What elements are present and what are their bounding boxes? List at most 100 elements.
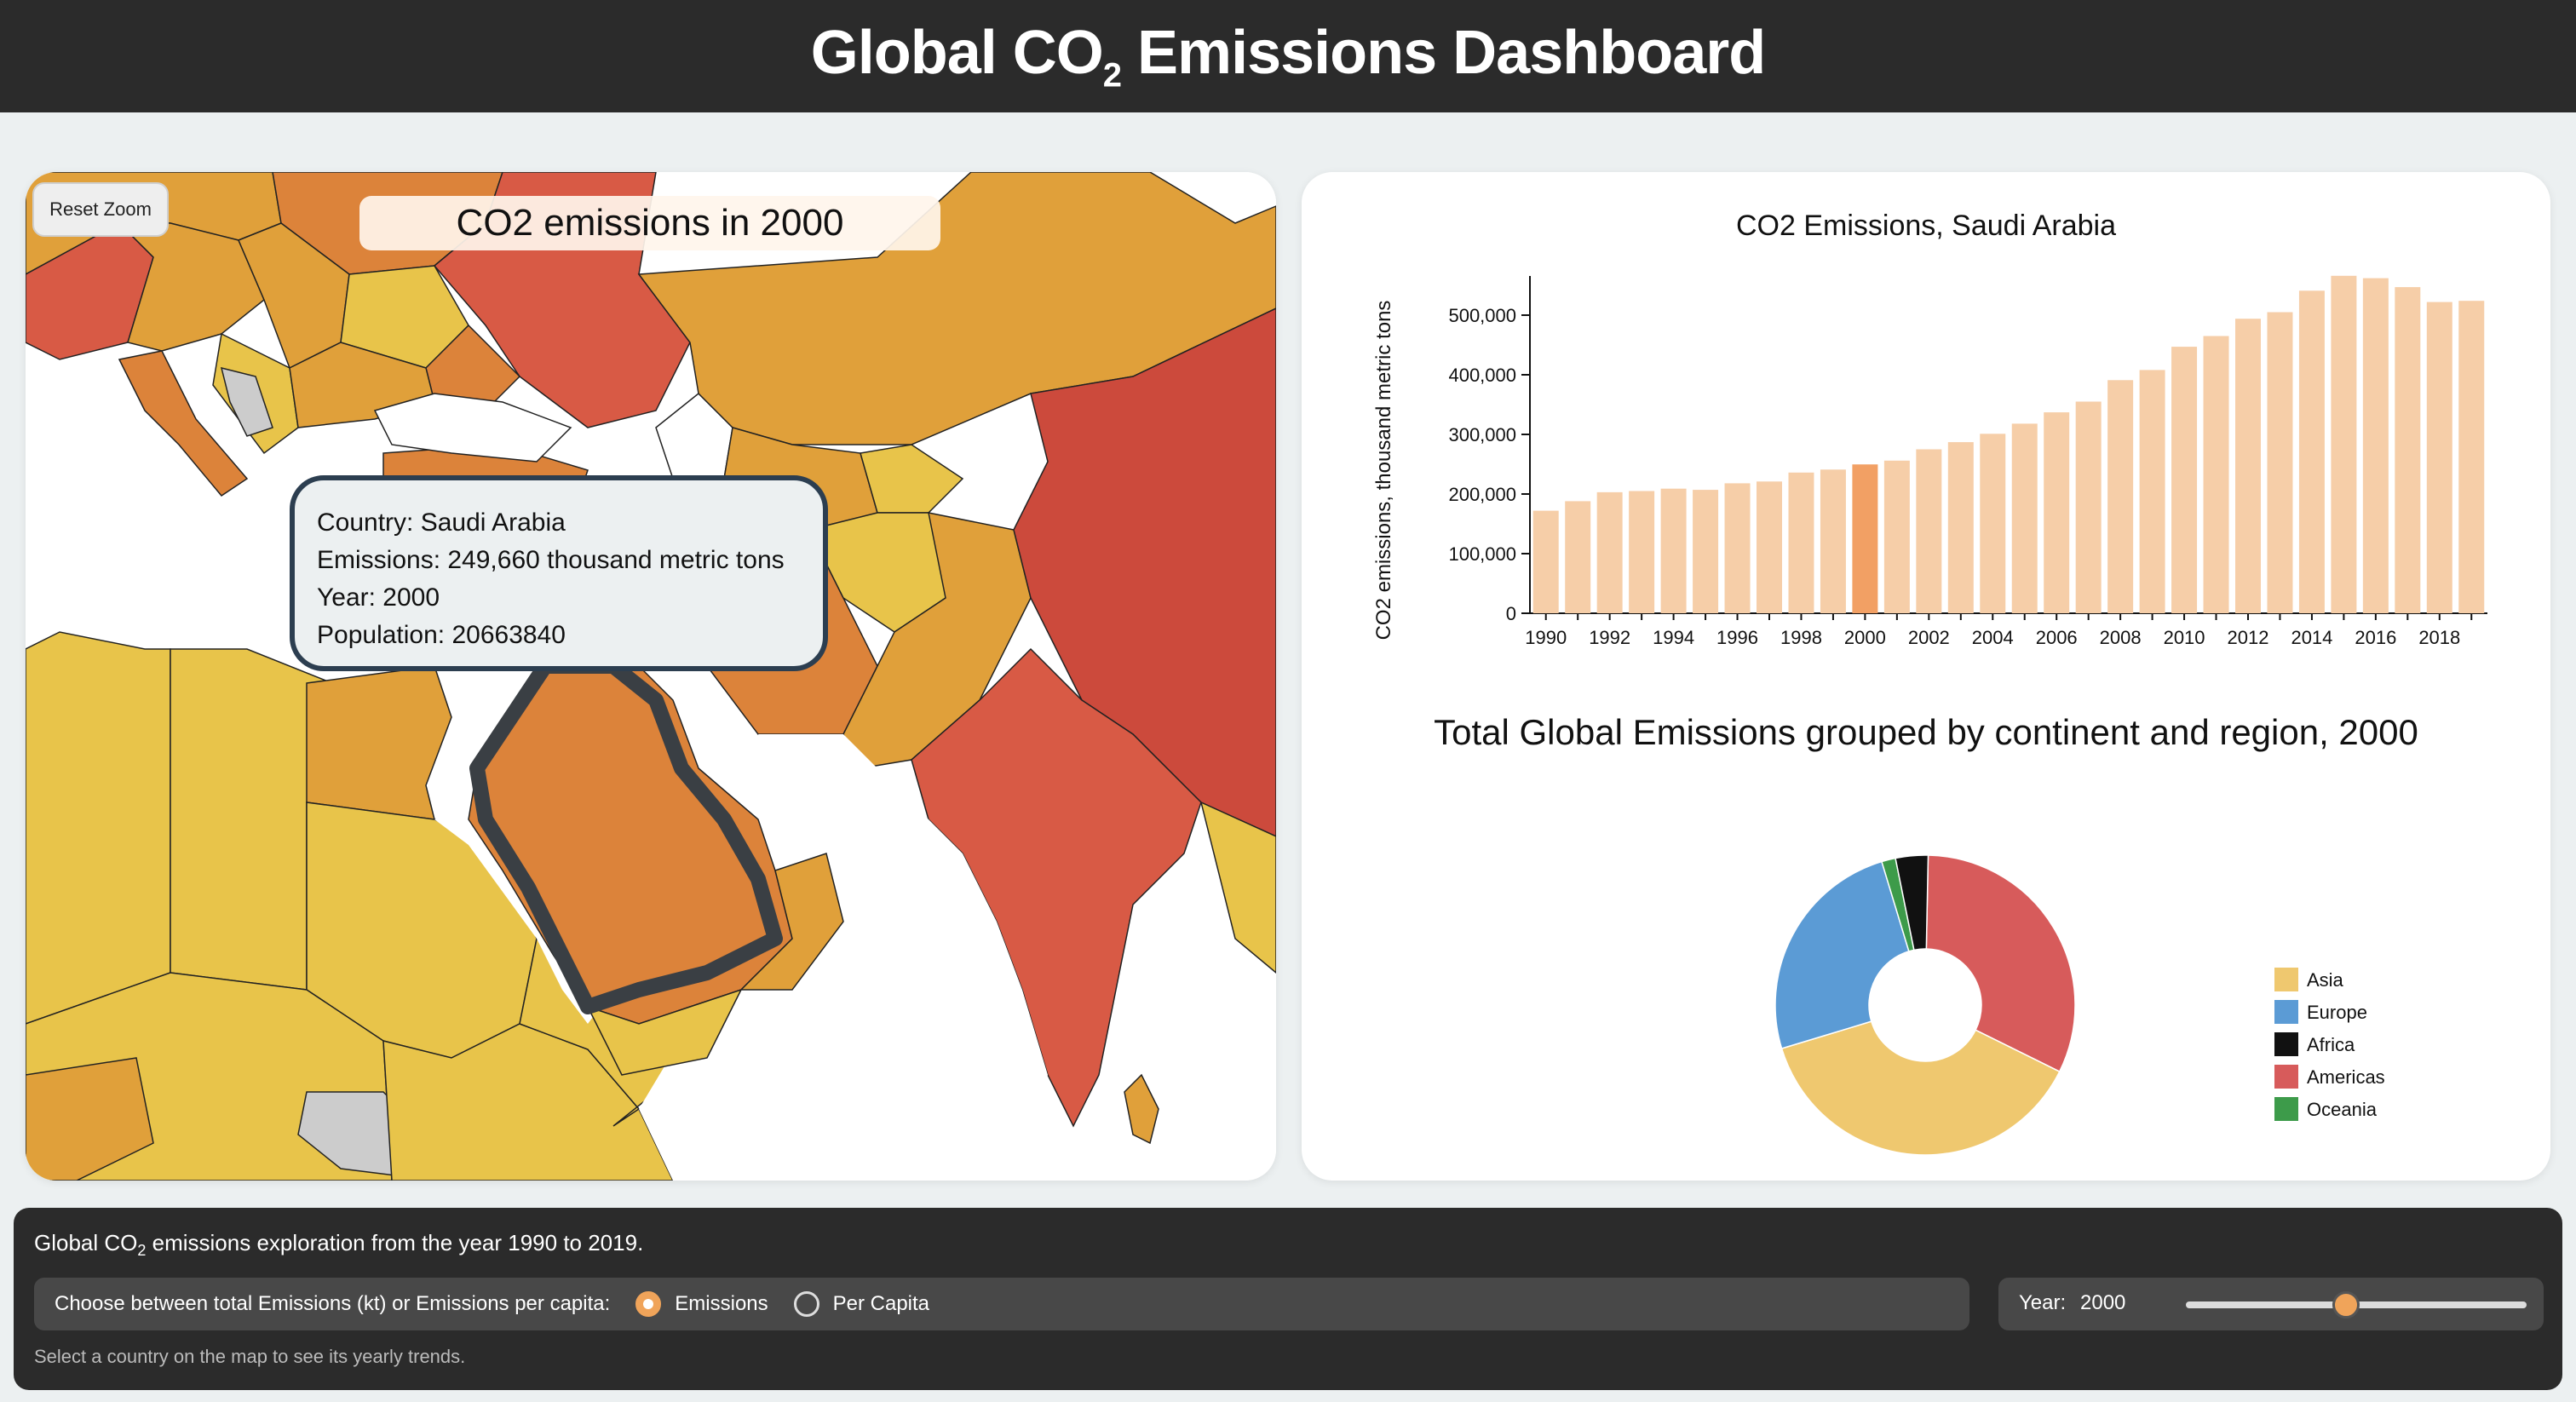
legend-swatch-oceania [2274,1097,2298,1121]
y-tick-label: 500,000 [1448,305,1516,326]
country-region[interactable] [26,1057,154,1181]
map-title: CO2 emissions in 2000 [359,196,940,250]
legend-swatch-africa [2274,1032,2298,1056]
bar-2005[interactable] [2011,423,2038,613]
pie-chart-slices[interactable] [1774,854,2076,1156]
map-panel[interactable]: Reset Zoom CO2 emissions in 2000 Country… [26,172,1276,1181]
per-capita-radio[interactable] [793,1291,819,1317]
slice-africa[interactable] [1895,854,1929,951]
year-control: Year: 2000 [1998,1278,2544,1330]
bar-2001[interactable] [1883,460,1910,613]
bar-chart-title: CO2 Emissions, Saudi Arabia [1736,210,2116,242]
x-tick-label: 2016 [2355,627,2396,648]
bar-2013[interactable] [2267,312,2293,614]
year-slider-track[interactable] [2186,1291,2527,1319]
tooltip-year: Year: 2000 [317,583,440,612]
legend-label-europe: Europe [2307,1002,2367,1023]
bar-2019[interactable] [2458,301,2485,613]
country-region[interactable] [118,350,249,497]
bar-chart-ylabel: CO2 emissions, thousand metric tons [1372,301,1395,641]
year-value: 2000 [2080,1291,2126,1314]
bar-1990[interactable] [1532,510,1559,613]
x-tick-label: 1996 [1716,627,1758,648]
x-tick-label: 1992 [1589,627,1630,648]
country-region[interactable] [1124,1073,1159,1145]
legend-label-africa: Africa [2307,1034,2355,1055]
tooltip-emissions: Emissions: 249,660 thousand metric tons [317,546,785,574]
country-region[interactable] [860,444,964,514]
legend-label-oceania: Oceania [2307,1099,2378,1120]
bar-2000[interactable] [1852,464,1878,613]
x-tick-label: 2002 [1908,627,1950,648]
legend-label-americas: Americas [2307,1066,2385,1088]
chart-panel: CO2 Emissions, Saudi Arabia CO2 emission… [1302,172,2550,1181]
x-tick-label: 1998 [1780,627,1822,648]
bar-2017[interactable] [2395,287,2421,613]
bar-1997[interactable] [1757,481,1782,613]
bar-2011[interactable] [2203,336,2229,614]
country-region[interactable] [1199,801,1276,974]
bar-2010[interactable] [2171,347,2198,613]
bar-2018[interactable] [2426,302,2452,613]
hint-text: Select a country on the map to see its y… [34,1346,466,1367]
saudi-arabia-highlight[interactable] [469,658,783,1014]
country-region[interactable] [26,631,171,1025]
y-tick-label: 400,000 [1448,365,1516,386]
bar-1994[interactable] [1660,488,1687,613]
pie-chart: Total Global Emissions grouped by contin… [1434,712,2418,1156]
x-tick-label: 2010 [2164,627,2205,648]
bar-1992[interactable] [1596,491,1623,613]
slice-europe[interactable] [1774,860,1910,1049]
bar-1998[interactable] [1788,472,1814,613]
year-slider-thumb[interactable] [2332,1291,2360,1319]
metric-choice-group: Choose between total Emissions (kt) or E… [34,1278,1969,1330]
country-region[interactable] [586,988,743,1076]
bar-2003[interactable] [1947,442,1974,613]
bar-chart: CO2 Emissions, Saudi Arabia CO2 emission… [1372,210,2487,648]
country-tooltip: Country: Saudi Arabia Emissions: 249,660… [290,475,828,671]
reset-zoom-button[interactable]: Reset Zoom [32,182,169,237]
x-tick-label: 2006 [2036,627,2078,648]
page-title: Global CO2 Emissions Dashboard [810,18,1767,95]
legend-label-asia: Asia [2307,969,2344,991]
legend-swatch-europe [2274,1000,2298,1024]
country-region[interactable] [220,366,273,437]
bar-2014[interactable] [2298,290,2325,613]
bar-2008[interactable] [2107,380,2134,613]
arabian-sea [639,734,1048,1181]
bar-2016[interactable] [2362,278,2389,613]
black-sea [373,393,572,463]
year-label: Year: [2019,1291,2067,1314]
bar-1996[interactable] [1724,483,1751,613]
control-bar-title: Global CO2 emissions exploration from th… [34,1230,644,1260]
world-map[interactable] [26,172,1276,1181]
x-tick-label: 2008 [2100,627,2142,648]
bar-1991[interactable] [1565,501,1591,613]
bar-2009[interactable] [2139,370,2165,613]
x-tick-label: 1990 [1525,627,1567,648]
bar-1993[interactable] [1629,491,1655,614]
country-region[interactable] [739,853,844,991]
bar-chart-axes: 0 100,000 200,000 300,000 400,000 500,000 1990… [1448,276,2487,648]
bar-1995[interactable] [1693,490,1719,613]
x-tick-label: 2004 [1972,627,2014,648]
bar-2012[interactable] [2235,319,2261,613]
bar-2007[interactable] [2075,401,2102,614]
bar-2002[interactable] [1916,449,1942,614]
emissions-radio-label[interactable]: Emissions [675,1292,768,1315]
header-bar: Global CO2 Emissions Dashboard [0,0,2576,112]
emissions-radio[interactable] [635,1291,662,1317]
y-tick-label: 200,000 [1448,484,1516,505]
bar-1999[interactable] [1820,469,1846,613]
per-capita-radio-label[interactable]: Per Capita [832,1292,930,1315]
tooltip-country: Country: Saudi Arabia [317,509,566,537]
bar-2015[interactable] [2331,275,2357,613]
bar-chart-bars[interactable] [1532,275,2485,614]
control-bar: Global CO2 emissions exploration from th… [14,1208,2562,1390]
bar-2004[interactable] [1980,434,2006,613]
metric-choice-label: Choose between total Emissions (kt) or E… [55,1292,611,1315]
slice-asia[interactable] [1780,1020,2061,1156]
slice-americas[interactable] [1925,854,2076,1073]
bar-2006[interactable] [2044,412,2070,613]
x-tick-label: 2000 [1844,627,1886,648]
